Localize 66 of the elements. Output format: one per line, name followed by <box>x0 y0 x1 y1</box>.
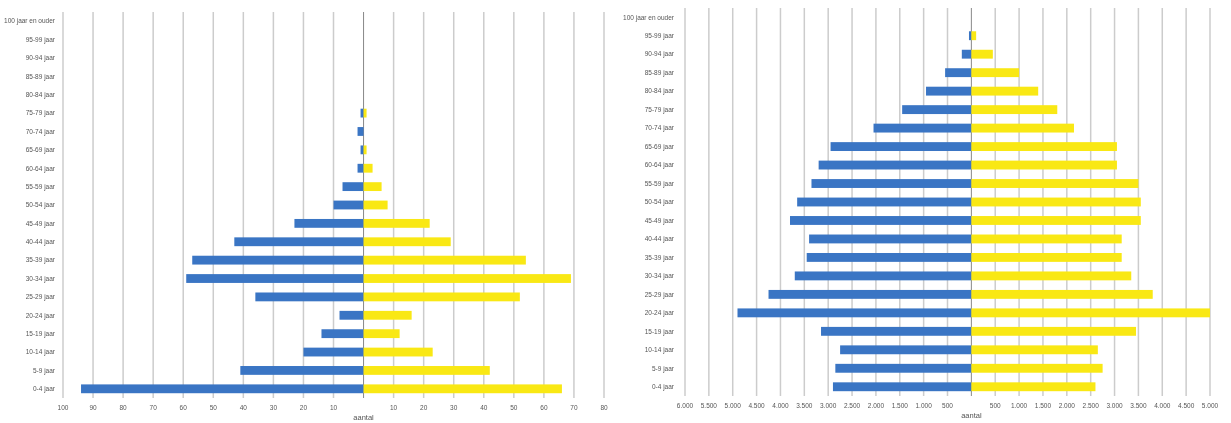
bar <box>806 252 972 262</box>
bar <box>818 160 972 170</box>
bar <box>873 123 972 133</box>
bar <box>971 289 1153 299</box>
bar <box>971 382 1096 392</box>
bar <box>363 347 433 357</box>
bar <box>363 237 451 247</box>
bar <box>971 142 1117 152</box>
bar <box>363 200 388 210</box>
bar <box>333 200 364 210</box>
bar <box>971 68 1020 78</box>
bar <box>357 127 364 136</box>
bar <box>794 271 972 281</box>
bar <box>835 363 972 373</box>
bar <box>832 382 972 392</box>
bar <box>971 197 1141 207</box>
bar <box>809 234 972 244</box>
bar <box>363 384 562 394</box>
bar <box>234 237 364 247</box>
bar <box>303 347 364 357</box>
bar <box>971 271 1132 281</box>
bar <box>790 216 972 225</box>
bar <box>81 384 364 394</box>
bar <box>363 163 373 173</box>
bar <box>768 289 972 299</box>
bar <box>840 345 972 355</box>
bar <box>971 308 1210 318</box>
bar <box>971 234 1122 244</box>
bar <box>797 197 972 207</box>
bar <box>240 366 364 375</box>
bar <box>363 182 382 192</box>
bar <box>971 363 1103 373</box>
bar <box>902 105 972 115</box>
bar <box>971 49 993 59</box>
bar <box>971 160 1117 170</box>
bar <box>961 49 972 59</box>
bar <box>971 345 1098 355</box>
bar <box>321 329 364 339</box>
bar <box>971 86 1039 96</box>
bar <box>192 255 364 265</box>
bar <box>363 218 430 228</box>
bar <box>294 218 364 228</box>
bar <box>737 308 972 318</box>
bar <box>971 252 1122 262</box>
bar <box>186 274 364 283</box>
bar <box>971 216 1141 225</box>
bar <box>255 292 364 302</box>
bar <box>971 105 1058 115</box>
bar <box>363 255 526 265</box>
bar <box>363 329 400 339</box>
bar <box>971 123 1074 133</box>
bar <box>821 326 972 336</box>
bar <box>363 292 520 302</box>
bar <box>363 366 490 375</box>
bar <box>971 179 1139 188</box>
bar <box>363 274 571 283</box>
bar <box>926 86 972 96</box>
bar <box>363 310 412 320</box>
bar <box>342 182 364 192</box>
bar <box>971 326 1137 336</box>
bar <box>811 179 972 188</box>
bar <box>830 142 972 152</box>
bar <box>945 68 972 78</box>
bar <box>357 163 364 173</box>
bar <box>339 310 364 320</box>
bar <box>971 31 977 41</box>
